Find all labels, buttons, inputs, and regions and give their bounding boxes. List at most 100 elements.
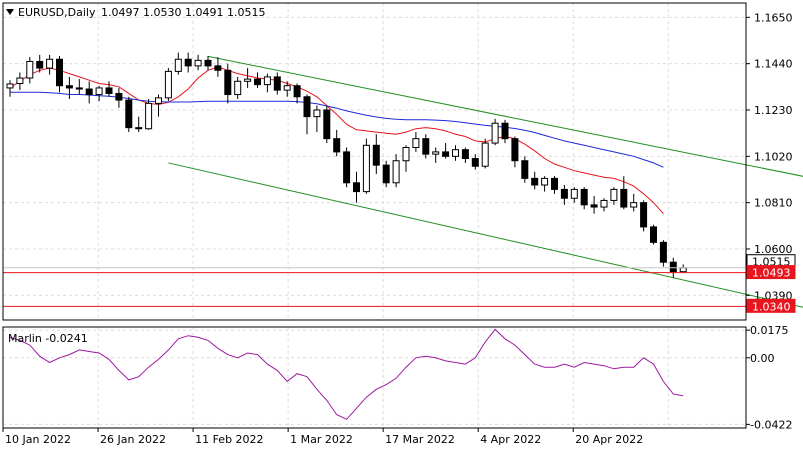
candle — [184, 52, 192, 73]
candle — [26, 57, 34, 84]
candle — [115, 87, 123, 108]
candle — [442, 143, 450, 159]
bear-candle-body — [650, 226, 657, 243]
bull-candle-body — [630, 202, 638, 208]
symbol-label: EURUSD,Daily — [18, 6, 96, 19]
candle — [630, 193, 638, 212]
bear-candle-body — [333, 138, 341, 153]
indicator-label: Marlin -0.0241 — [8, 332, 88, 345]
bear-candle-body — [640, 202, 648, 228]
candle — [521, 156, 529, 183]
candle — [313, 105, 321, 133]
candlestick-series — [6, 52, 687, 278]
bull-candle-body — [155, 97, 162, 104]
bull-candle-body — [16, 77, 24, 85]
marlin-oscillator — [9, 328, 684, 420]
candle — [75, 79, 83, 95]
candle — [531, 171, 539, 190]
bull-candle-body — [541, 177, 549, 186]
bear-candle-body — [461, 149, 469, 160]
candle — [481, 138, 489, 169]
bear-candle-body — [531, 177, 539, 186]
candle — [155, 94, 162, 117]
candle — [283, 81, 291, 97]
candle — [551, 176, 558, 194]
bull-candle-body — [452, 149, 459, 157]
time-tick-label: 11 Feb 2022 — [195, 433, 263, 446]
candle — [105, 81, 113, 97]
osc-tick-label: 0.0175 — [750, 324, 789, 337]
bear-candle-body — [580, 188, 588, 206]
bear-candle-body — [560, 188, 568, 199]
level-price-tag — [746, 265, 796, 280]
bull-candle-body — [610, 188, 618, 201]
time-tick-label: 20 Apr 2022 — [575, 433, 643, 446]
candle — [353, 171, 360, 203]
bear-candle-body — [382, 164, 390, 184]
candle — [590, 196, 598, 214]
ohlc-values: 1.0497 1.0530 1.0491 1.0515 — [101, 6, 265, 19]
candle — [95, 85, 103, 102]
bear-candle-body — [105, 87, 113, 94]
bear-candle-body — [273, 76, 281, 91]
candle — [65, 76, 73, 99]
candle — [46, 54, 54, 75]
candle — [501, 119, 509, 144]
candle — [293, 83, 301, 104]
bear-candle-body — [184, 58, 192, 67]
bear-candle-body — [501, 122, 509, 140]
bull-candle-body — [46, 58, 54, 69]
candle — [620, 176, 628, 210]
candle — [6, 80, 14, 97]
candle — [580, 187, 588, 210]
candle — [372, 134, 380, 174]
bull-candle-body — [263, 76, 271, 86]
candle — [452, 145, 459, 161]
time-tick-label: 10 Jan 2022 — [5, 433, 71, 446]
candle — [204, 55, 212, 71]
candle — [135, 116, 143, 133]
bear-candle-body — [125, 99, 133, 129]
candle — [659, 240, 667, 267]
candle — [610, 187, 618, 205]
bear-candle-body — [303, 96, 311, 118]
osc-tick-label: -0.0422 — [750, 418, 792, 431]
candle — [461, 147, 469, 163]
level-price-tag — [746, 298, 796, 313]
candle — [244, 68, 252, 88]
bear-candle-body — [353, 182, 360, 193]
bull-candle-body — [402, 146, 410, 162]
candle — [85, 81, 93, 104]
time-tick-label: 26 Jan 2022 — [100, 433, 166, 446]
candle — [145, 98, 153, 130]
bull-candle-body — [412, 138, 420, 148]
bull-candle-body — [194, 59, 202, 67]
oscillator-axis: 0.0175 0.00 -0.0422 — [746, 324, 792, 431]
bear-candle-body — [75, 87, 83, 90]
channel-lower-line — [168, 162, 803, 308]
bear-candle-body — [135, 127, 143, 130]
bull-candle-body — [491, 122, 499, 144]
bear-candle-body — [471, 158, 479, 167]
triangle-down-icon[interactable] — [6, 9, 14, 15]
price-tag-label: 1.0493 — [752, 267, 791, 280]
bear-candle-body — [343, 151, 351, 184]
bull-candle-body — [283, 85, 291, 91]
bear-candle-body — [521, 160, 529, 179]
candle — [343, 147, 351, 188]
price-tick-label: 1.1440 — [754, 58, 793, 71]
candle — [273, 72, 281, 95]
bull-candle-body — [244, 78, 252, 82]
candle — [234, 76, 242, 99]
candle — [125, 96, 133, 133]
bull-candle-body — [432, 151, 440, 155]
bear-candle-body — [115, 92, 123, 101]
price-tick-label: 1.0600 — [754, 243, 793, 256]
bull-candle-body — [234, 80, 242, 96]
bull-candle-body — [481, 142, 489, 167]
candle — [362, 138, 370, 194]
bear-candle-body — [620, 188, 628, 208]
